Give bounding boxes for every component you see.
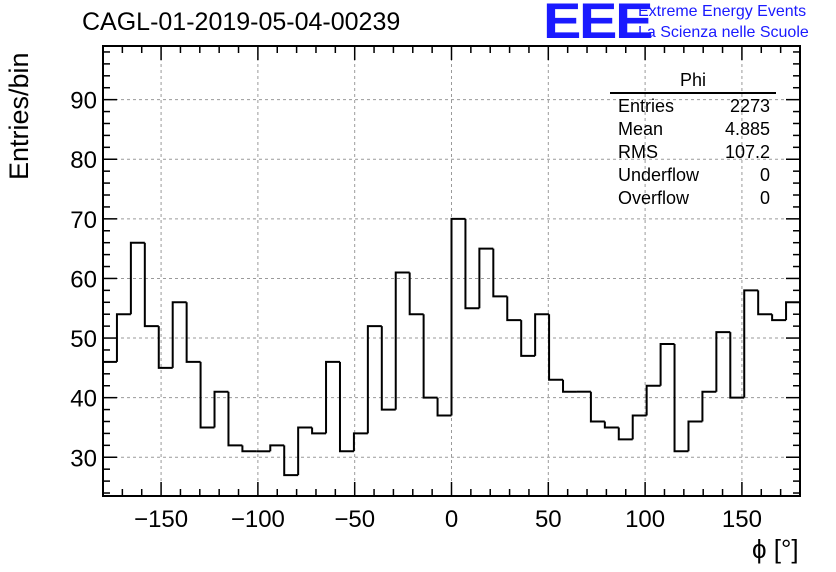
histogram-bin	[436, 397, 452, 417]
stats-value: 0	[759, 188, 770, 208]
histogram-bin	[659, 343, 675, 386]
histogram-bin	[171, 301, 187, 368]
x-tick-label: 0	[445, 506, 458, 533]
stats-label: Underflow	[618, 165, 700, 185]
histogram-bin	[757, 290, 773, 316]
stats-value: 0	[759, 165, 770, 185]
stats-title: Phi	[610, 70, 776, 94]
histogram-bin	[450, 217, 466, 416]
logo-text-line2: La Scienza nelle Scuole	[638, 24, 809, 41]
histogram-bin	[283, 445, 299, 477]
stats-label: Mean	[618, 119, 664, 139]
histogram-bin	[297, 426, 313, 476]
histogram-bin	[506, 296, 522, 322]
histogram-bin	[408, 272, 424, 316]
histogram-bin	[311, 427, 327, 435]
histogram-bin	[673, 344, 689, 453]
histogram-bin	[617, 427, 633, 441]
histogram-bin	[199, 361, 215, 429]
histogram-bin	[269, 444, 285, 452]
histogram-bin	[520, 320, 536, 357]
histogram-bin	[548, 314, 564, 381]
histogram-bin	[380, 326, 396, 411]
histogram-bin	[729, 332, 745, 399]
stats-row: Overflow 0	[610, 187, 776, 210]
y-axis-label: Entries/bin	[4, 52, 34, 180]
stats-box: Phi Entries 2273 Mean 4.885 RMS 107.2 Under…	[610, 70, 776, 210]
x-tick-label: −150	[134, 506, 188, 533]
histogram-bin	[589, 391, 605, 423]
histogram-bin	[534, 313, 550, 356]
histogram-bin	[157, 326, 173, 369]
histogram-bin	[603, 421, 619, 429]
histogram-bin	[478, 247, 494, 309]
histogram-bin	[227, 391, 243, 447]
histogram-bin	[241, 445, 257, 453]
y-tick-label: 80	[70, 147, 97, 174]
stats-value: 107.2	[724, 142, 770, 162]
stats-label: Entries	[618, 96, 675, 116]
histogram-bin	[325, 360, 340, 434]
histogram-bin	[715, 331, 731, 392]
x-tick-label: 100	[625, 506, 665, 533]
histogram-bin	[562, 379, 577, 393]
y-tick-label: 90	[70, 88, 97, 115]
histogram-bin	[743, 289, 759, 398]
histogram-bars	[103, 217, 800, 477]
x-axis-label: ϕ [°]	[752, 534, 799, 564]
histogram-bin	[422, 314, 438, 399]
stats-row: Underflow 0	[610, 164, 776, 187]
y-tick-label: 70	[70, 207, 97, 234]
y-tick-label: 40	[70, 386, 97, 413]
y-tick-label: 30	[70, 445, 97, 472]
histogram-bin	[213, 390, 229, 428]
stats-value: 2273	[729, 96, 770, 116]
histogram-bin	[338, 361, 354, 453]
tick-labels: −150 −100 −50 0 50 100 150 30 40 50 60 70 80 90	[70, 88, 762, 533]
stats-row: Mean 4.885	[610, 118, 776, 141]
stats-label: Overflow	[618, 188, 690, 208]
stats-value: 4.885	[724, 119, 770, 139]
stats-row: Entries 2273	[610, 95, 776, 118]
histogram-bin	[687, 420, 703, 452]
histogram-bin	[631, 414, 647, 440]
eee-logo: EEE	[543, 0, 653, 49]
histogram-bin	[352, 432, 368, 452]
histogram-bin	[185, 302, 201, 363]
histogram-bin	[645, 384, 661, 416]
histogram-bin	[771, 314, 787, 322]
histogram-bin	[394, 271, 410, 410]
histogram-bin	[129, 241, 145, 315]
logo-text-line1: Extreme Energy Events	[638, 3, 807, 20]
stats-row: RMS 107.2	[610, 141, 776, 164]
histogram-bin	[464, 218, 480, 310]
histogram-bin	[143, 242, 159, 328]
y-tick-label: 50	[70, 326, 97, 353]
histogram-bin	[785, 301, 800, 321]
x-tick-label: −100	[231, 506, 285, 533]
x-tick-label: 50	[535, 506, 562, 533]
chart-title: CAGL-01-2019-05-04-00239	[82, 8, 401, 36]
histogram-bin	[366, 325, 382, 434]
x-tick-label: −50	[334, 506, 375, 533]
histogram-bin	[701, 390, 717, 422]
histogram-bin	[115, 313, 131, 362]
histogram-bin	[492, 248, 508, 298]
stats-label: RMS	[618, 142, 658, 162]
axis-ticks	[102, 46, 801, 496]
y-tick-label: 60	[70, 266, 97, 293]
x-tick-label: 150	[722, 506, 762, 533]
